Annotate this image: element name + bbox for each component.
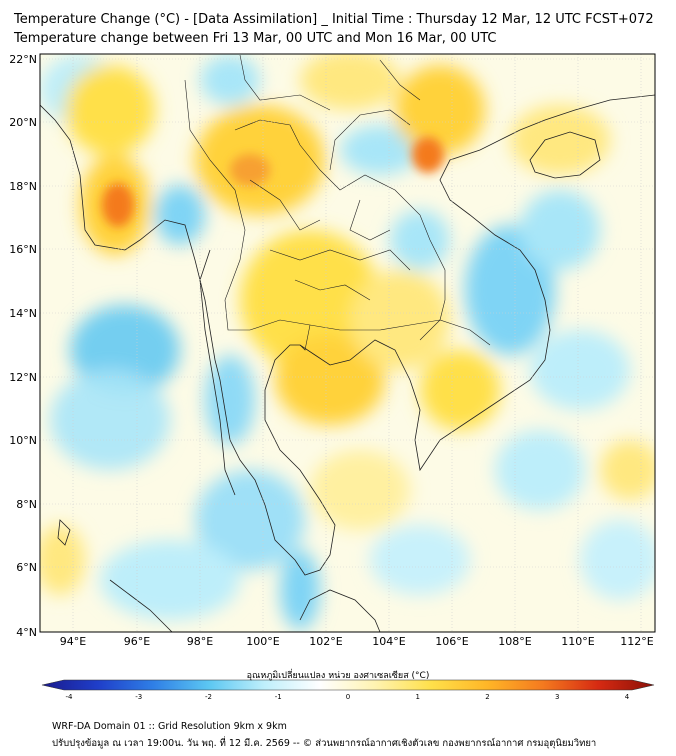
warm-anomaly-west-myanmar — [102, 183, 134, 227]
footer-update-info: ปรับปรุงข้อมูล ณ เวลา 19:00น. วัน พฤ. ที… — [52, 738, 597, 749]
warm-area — [510, 105, 610, 175]
colorbar-bar — [41, 679, 655, 691]
lon-label: 98°E — [187, 635, 213, 648]
warm-area — [40, 525, 85, 595]
cool-area — [340, 125, 420, 175]
colorbar: -4 -3 -2 -1 0 1 2 3 4 — [41, 679, 655, 701]
colorbar-tick-label: 0 — [346, 693, 350, 701]
colorbar-label: อุณหภูมิเปลี่ยนแปลง หน่วย องศาเซลเซียส (… — [246, 671, 430, 681]
lon-label: 110°E — [561, 635, 594, 648]
cool-area — [495, 430, 585, 510]
warm-area — [275, 335, 385, 425]
cool-area — [100, 540, 240, 620]
cool-area — [205, 355, 255, 445]
chart-title-line-2: Temperature change between Fri 13 Mar, 0… — [14, 31, 497, 46]
country-borders — [184, 54, 491, 351]
warm-area — [65, 65, 155, 155]
colorbar-tick-label: -4 — [66, 693, 74, 701]
lat-label: 20°N — [9, 116, 37, 129]
cool-area — [580, 520, 655, 600]
warm-area — [420, 350, 500, 430]
cool-area — [520, 190, 600, 270]
cool-area — [530, 330, 630, 410]
latitude-labels: 22°N 20°N 18°N 16°N 14°N 12°N 10°N 8°N 6… — [9, 53, 37, 639]
lat-label: 18°N — [9, 180, 37, 193]
warm-anomaly-north-thailand — [230, 154, 270, 186]
cool-area — [280, 550, 320, 630]
lon-label: 100°E — [246, 635, 279, 648]
lon-label: 108°E — [498, 635, 531, 648]
chart-title-line-1: Temperature Change (°C) - [Data Assimila… — [14, 12, 654, 27]
longitude-labels: 94°E 96°E 98°E 100°E 102°E 104°E 106°E 1… — [60, 635, 654, 648]
lat-label: 16°N — [9, 243, 37, 256]
lat-label: 6°N — [16, 561, 37, 574]
lon-label: 96°E — [124, 635, 150, 648]
colorbar-tick-label: 4 — [625, 693, 630, 701]
cool-area — [200, 55, 260, 105]
cool-area — [155, 185, 205, 245]
lat-label: 4°N — [16, 626, 37, 639]
colorbar-ticks: -4 -3 -2 -1 0 1 2 3 4 — [66, 693, 630, 701]
warm-area — [395, 65, 485, 155]
cool-area — [50, 370, 170, 470]
map-panel — [40, 54, 655, 632]
lon-label: 94°E — [60, 635, 86, 648]
colorbar-tick-label: 3 — [555, 693, 559, 701]
colorbar-tick-label: -1 — [275, 693, 282, 701]
axis-labels: 22°N 20°N 18°N 16°N 14°N 12°N 10°N 8°N 6… — [9, 53, 654, 648]
warm-area — [600, 440, 655, 500]
cool-area — [195, 470, 305, 570]
map-frame — [39, 53, 656, 633]
lon-label: 102°E — [309, 635, 342, 648]
warm-area — [300, 54, 400, 110]
lon-label: 104°E — [372, 635, 405, 648]
warm-area — [240, 230, 380, 370]
colorbar-tick-label: -2 — [205, 693, 212, 701]
warm-anomaly-north-vietnam — [412, 137, 444, 173]
lon-label: 112°E — [620, 635, 653, 648]
grid-lines — [40, 54, 655, 632]
footer-model-info: WRF-DA Domain 01 :: Grid Resolution 9km … — [52, 721, 287, 732]
hot-spots — [102, 137, 444, 227]
warm-area — [350, 270, 450, 370]
lat-label: 14°N — [9, 307, 37, 320]
lat-label: 8°N — [16, 498, 37, 511]
lon-label: 106°E — [435, 635, 468, 648]
colorbar-tick-label: 1 — [416, 693, 420, 701]
lat-label: 12°N — [9, 371, 37, 384]
colorbar-tick-label: -3 — [135, 693, 142, 701]
colorbar-tick-label: 2 — [485, 693, 489, 701]
temperature-field — [40, 54, 655, 630]
cool-area — [370, 525, 470, 595]
lat-label: 22°N — [9, 53, 37, 66]
warm-area — [310, 450, 410, 530]
lat-label: 10°N — [9, 434, 37, 447]
cool-area — [390, 210, 450, 270]
